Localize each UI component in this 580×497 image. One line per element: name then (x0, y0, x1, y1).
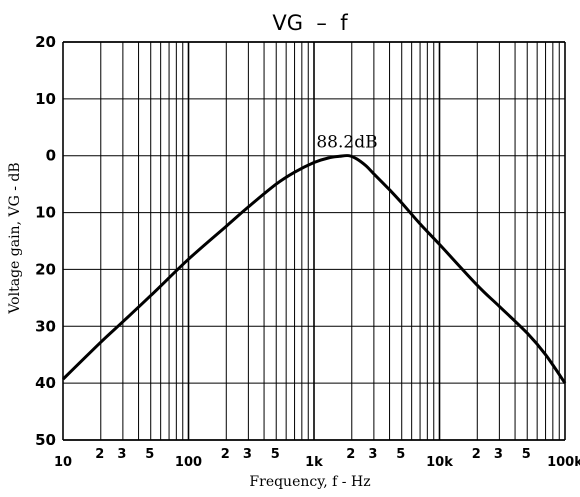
y-tick-label: 10 (35, 90, 56, 108)
y-tick-label: 50 (35, 431, 56, 449)
x-tick-label: 5 (396, 447, 405, 462)
series-line (61, 154, 567, 384)
x-tick-label: 10k (426, 455, 453, 470)
x-tick-label: 3 (494, 447, 503, 462)
x-tick-label: 3 (117, 447, 126, 462)
y-tick-label: 20 (35, 260, 56, 278)
y-axis-label: Voltage gain, VG - dB (7, 162, 23, 314)
x-tick-label: 3 (368, 447, 377, 462)
x-tick-label: 3 (243, 447, 252, 462)
y-tick-label: 20 (35, 33, 56, 51)
x-tick-label: 100k (547, 455, 580, 470)
y-tick-labels: 20 10 0 10 20 30 40 50 (35, 33, 56, 449)
x-tick-label: 5 (522, 447, 531, 462)
x-tick-label: 10 (54, 455, 72, 470)
peak-annotation: 88.2dB (316, 133, 377, 153)
y-tick-label: 0 (46, 147, 56, 165)
x-tick-label: 5 (271, 447, 280, 462)
x-tick-label: 1k (305, 455, 323, 470)
x-tick-label: 2 (95, 447, 104, 462)
x-axis-label: Frequency, f - Hz (249, 474, 370, 490)
grid (62, 41, 566, 441)
y-tick-label: 40 (35, 374, 56, 392)
x-tick-label: 5 (145, 447, 154, 462)
chart-title: VG – f (272, 11, 348, 35)
x-tick-label: 100 (175, 455, 202, 470)
x-tick-label: 2 (472, 447, 481, 462)
x-tick-label: 2 (221, 447, 230, 462)
y-tick-label: 10 (35, 204, 56, 222)
y-tick-label: 30 (35, 317, 56, 335)
x-tick-label: 2 (346, 447, 355, 462)
